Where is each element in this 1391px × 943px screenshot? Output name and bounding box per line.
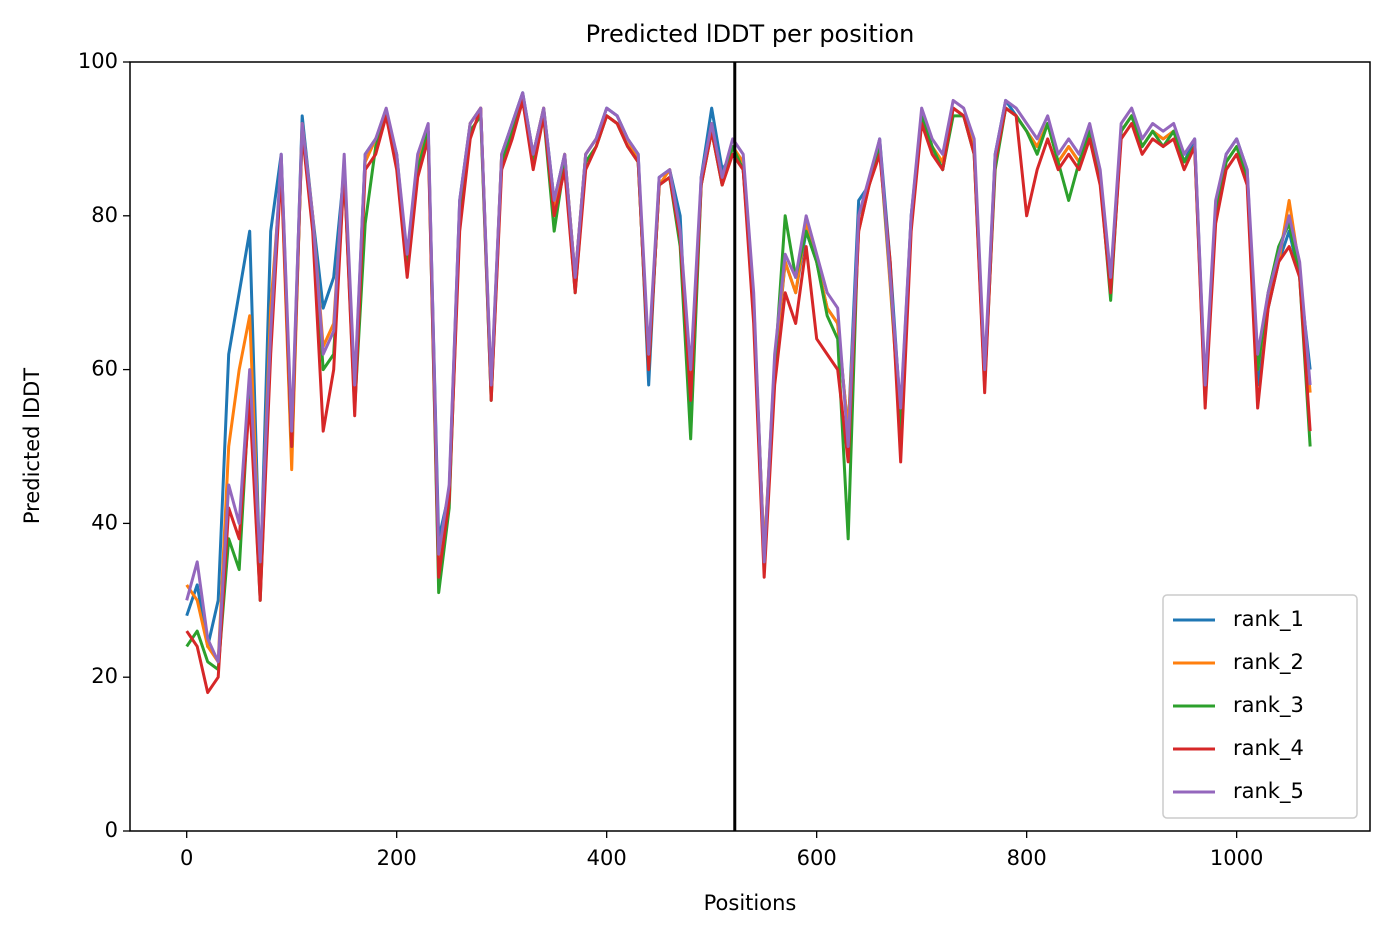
y-tick-label: 20 (91, 664, 118, 688)
y-tick-label: 80 (91, 203, 118, 227)
x-tick-label: 400 (587, 846, 627, 870)
series-line (185, 98, 1312, 695)
legend-box (1162, 594, 1358, 819)
legend-label: rank_3 (1233, 693, 1304, 718)
plot-frame (129, 61, 1371, 832)
x-tick-label: 200 (377, 846, 417, 870)
legend-label: rank_1 (1233, 607, 1304, 632)
y-tick-label: 0 (105, 818, 118, 842)
y-tick-label: 40 (91, 510, 118, 534)
chart-title: Predicted lDDT per position (586, 20, 915, 48)
y-tick-label: 100 (78, 49, 118, 73)
x-tick-label: 0 (180, 846, 193, 870)
legend-label: rank_4 (1233, 736, 1304, 761)
x-tick-label: 800 (1007, 846, 1047, 870)
series-line (185, 91, 1312, 664)
x-tick-label: 600 (797, 846, 837, 870)
legend-label: rank_5 (1233, 779, 1304, 804)
y-axis-label: Predicted lDDT (20, 368, 44, 524)
x-tick-label: 1000 (1210, 846, 1263, 870)
x-axis-label: Positions (704, 891, 797, 915)
legend-label: rank_2 (1233, 650, 1304, 675)
y-tick-label: 60 (91, 357, 118, 381)
